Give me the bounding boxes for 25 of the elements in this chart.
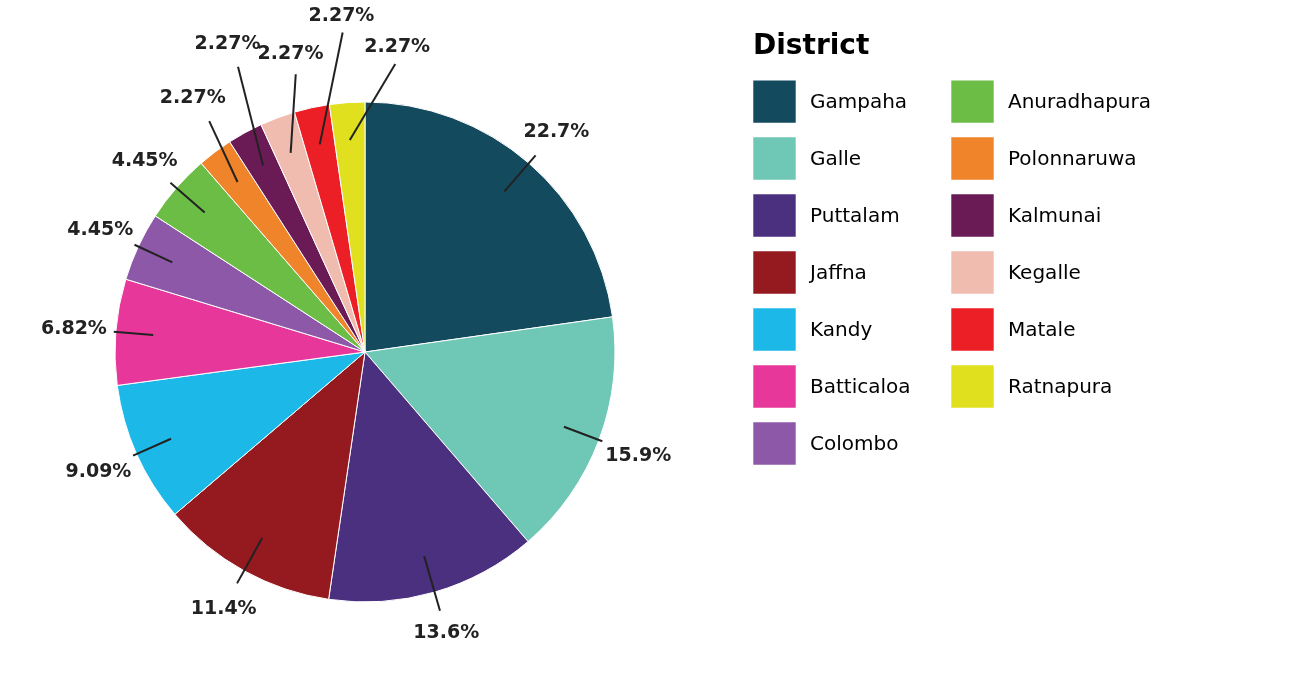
data-label: 15.9% [605,442,672,465]
data-label: 9.09% [65,459,132,482]
legend-label: Puttalam [810,202,900,227]
data-label: 6.82% [40,316,107,339]
legend-label: Colombo [810,430,899,455]
data-label: 13.6% [413,620,480,643]
data-label: 22.7% [523,119,590,142]
legend-label: Kandy [810,316,873,341]
legend-label: Gampaha [810,88,908,113]
data-label: 11.4% [190,595,257,618]
data-label: 2.27% [159,84,226,107]
legend-label: Batticaloa [810,373,911,398]
legend-label: Kalmunai [1008,202,1102,227]
legend-label: Matale [1008,316,1076,341]
legend-label: Galle [810,145,862,170]
data-label: 2.27% [308,2,375,25]
legend-label: Ratnapura [1008,373,1113,398]
legend-label: Polonnaruwa [1008,145,1137,170]
legend-label: Anuradhapura [1008,88,1151,113]
legend-title: District [753,28,870,61]
data-label: 4.45% [111,148,178,171]
data-label: 2.27% [364,33,431,56]
data-label: 4.45% [67,216,134,239]
legend-label: Kegalle [1008,259,1081,284]
legend-label: Jaffna [808,259,867,284]
